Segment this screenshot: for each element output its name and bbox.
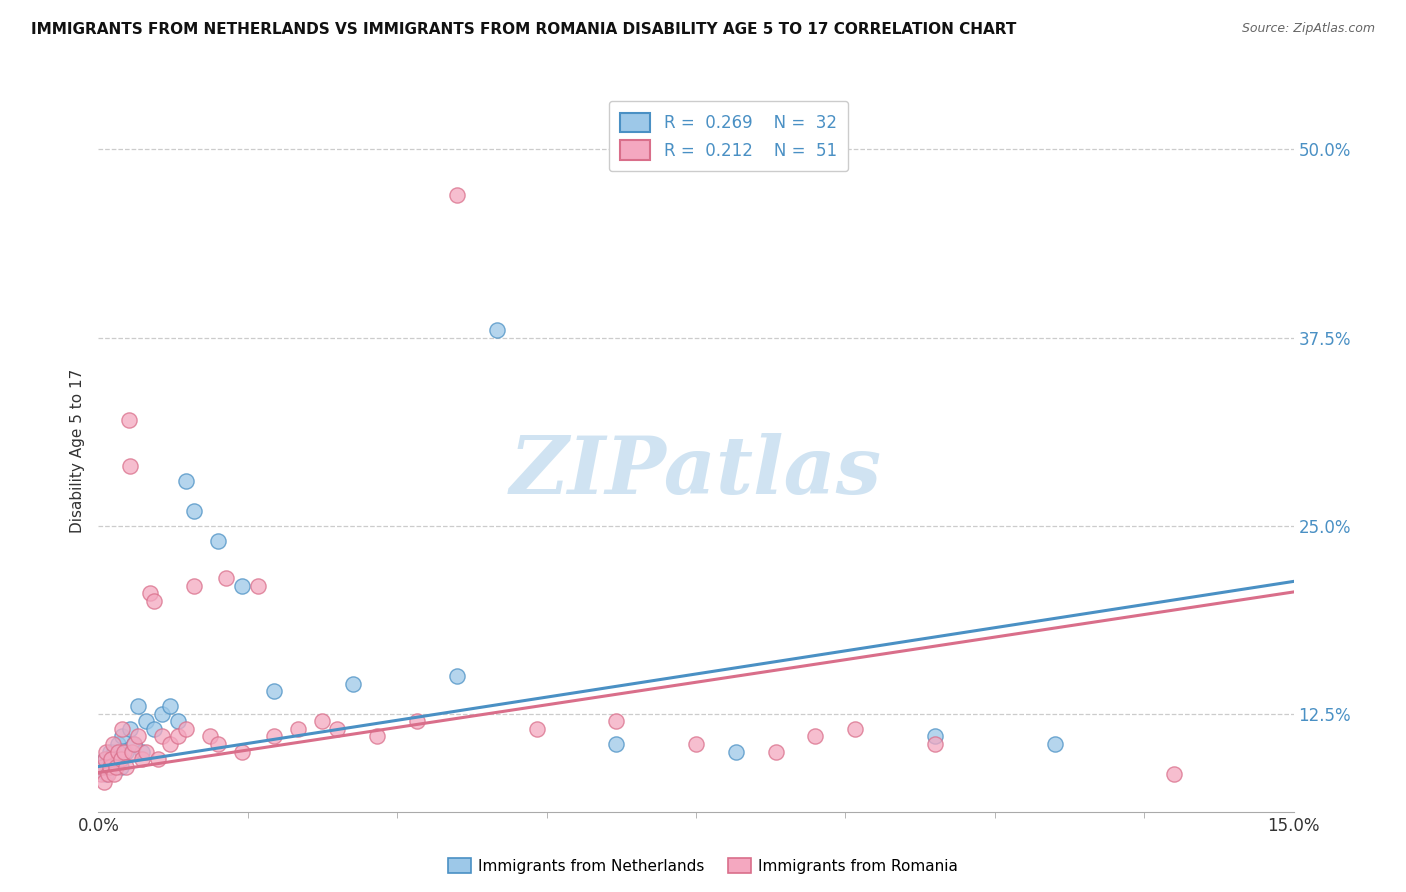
Point bbox=[844, 722, 866, 736]
Point bbox=[121, 744, 143, 758]
Point bbox=[198, 730, 221, 744]
Point bbox=[924, 737, 946, 751]
Point bbox=[446, 669, 468, 683]
Point bbox=[100, 752, 122, 766]
Point bbox=[167, 714, 190, 729]
Point bbox=[150, 706, 173, 721]
Point bbox=[107, 744, 129, 758]
Point bbox=[112, 744, 135, 758]
Point bbox=[96, 744, 118, 758]
Point bbox=[98, 759, 121, 773]
Point bbox=[96, 767, 118, 781]
Point bbox=[167, 730, 190, 744]
Point bbox=[231, 744, 253, 758]
Point bbox=[159, 699, 181, 714]
Point bbox=[311, 714, 333, 729]
Point bbox=[127, 730, 149, 744]
Point bbox=[110, 752, 132, 766]
Y-axis label: Disability Age 5 to 17: Disability Age 5 to 17 bbox=[69, 368, 84, 533]
Point bbox=[97, 767, 120, 781]
Point bbox=[135, 744, 157, 758]
Point bbox=[93, 774, 115, 789]
Point bbox=[287, 722, 309, 736]
Point bbox=[135, 714, 157, 729]
Point bbox=[143, 594, 166, 608]
Legend: Immigrants from Netherlands, Immigrants from Romania: Immigrants from Netherlands, Immigrants … bbox=[441, 852, 965, 880]
Point bbox=[1163, 767, 1185, 781]
Point bbox=[143, 722, 166, 736]
Point bbox=[110, 759, 132, 773]
Point bbox=[97, 759, 120, 773]
Point bbox=[127, 699, 149, 714]
Point bbox=[159, 737, 181, 751]
Legend: R =  0.269    N =  32, R =  0.212    N =  51: R = 0.269 N = 32, R = 0.212 N = 51 bbox=[609, 101, 848, 171]
Point bbox=[103, 767, 125, 781]
Point bbox=[101, 752, 124, 766]
Point bbox=[366, 730, 388, 744]
Point bbox=[605, 737, 627, 751]
Point bbox=[804, 730, 827, 744]
Point bbox=[765, 744, 787, 758]
Point bbox=[107, 737, 129, 751]
Point bbox=[139, 586, 162, 600]
Point bbox=[111, 730, 134, 744]
Point bbox=[446, 187, 468, 202]
Point bbox=[685, 737, 707, 751]
Point bbox=[120, 458, 142, 473]
Point bbox=[605, 714, 627, 729]
Point bbox=[215, 571, 238, 585]
Point bbox=[148, 752, 170, 766]
Text: Source: ZipAtlas.com: Source: ZipAtlas.com bbox=[1241, 22, 1375, 36]
Point bbox=[91, 759, 114, 773]
Point bbox=[98, 744, 122, 758]
Point bbox=[124, 737, 146, 751]
Point bbox=[174, 722, 197, 736]
Point bbox=[131, 752, 153, 766]
Text: IMMIGRANTS FROM NETHERLANDS VS IMMIGRANTS FROM ROMANIA DISABILITY AGE 5 TO 17 CO: IMMIGRANTS FROM NETHERLANDS VS IMMIGRANT… bbox=[31, 22, 1017, 37]
Point bbox=[231, 579, 253, 593]
Point bbox=[485, 323, 508, 337]
Point bbox=[111, 722, 134, 736]
Point bbox=[104, 759, 127, 773]
Point bbox=[183, 503, 205, 517]
Point bbox=[103, 744, 125, 758]
Point bbox=[263, 730, 285, 744]
Point bbox=[207, 737, 229, 751]
Point bbox=[115, 759, 138, 773]
Point bbox=[207, 533, 229, 548]
Point bbox=[150, 730, 173, 744]
Point bbox=[924, 730, 946, 744]
Point bbox=[131, 744, 153, 758]
Point bbox=[1043, 737, 1066, 751]
Point bbox=[101, 737, 124, 751]
Point bbox=[124, 737, 146, 751]
Point bbox=[174, 474, 197, 488]
Point bbox=[91, 759, 114, 773]
Point bbox=[183, 579, 205, 593]
Point bbox=[406, 714, 429, 729]
Text: ZIPatlas: ZIPatlas bbox=[510, 434, 882, 511]
Point bbox=[90, 767, 112, 781]
Point bbox=[246, 579, 269, 593]
Point bbox=[94, 752, 117, 766]
Point bbox=[526, 722, 548, 736]
Point bbox=[94, 752, 117, 766]
Point bbox=[342, 677, 364, 691]
Point bbox=[263, 684, 285, 698]
Point bbox=[115, 744, 138, 758]
Point bbox=[724, 744, 747, 758]
Point bbox=[120, 722, 142, 736]
Point bbox=[118, 413, 141, 427]
Point bbox=[326, 722, 349, 736]
